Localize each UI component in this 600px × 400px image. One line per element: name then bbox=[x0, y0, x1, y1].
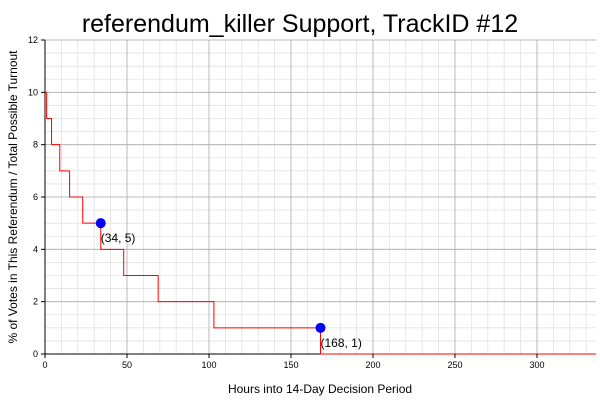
y-tick-label: 10 bbox=[28, 87, 38, 97]
x-tick-label: 300 bbox=[529, 360, 544, 370]
axis-ticks: 0 50 100 150 200 250 300 0 2 4 6 8 10 12 bbox=[28, 35, 544, 370]
y-tick-label: 2 bbox=[33, 297, 38, 307]
y-tick-label: 4 bbox=[33, 244, 38, 254]
x-tick-label: 150 bbox=[283, 360, 298, 370]
annotation-label: (34, 5) bbox=[101, 231, 136, 245]
y-tick-label: 0 bbox=[33, 349, 38, 359]
y-tick-label: 6 bbox=[33, 192, 38, 202]
x-tick-label: 50 bbox=[122, 360, 132, 370]
y-tick-label: 12 bbox=[28, 35, 38, 45]
annotation-marker bbox=[315, 322, 326, 333]
x-tick-label: 0 bbox=[42, 360, 47, 370]
x-tick-label: 100 bbox=[201, 360, 216, 370]
x-axis-label: Hours into 14-Day Decision Period bbox=[228, 382, 412, 396]
annotation-marker bbox=[95, 218, 106, 229]
chart-title: referendum_killer Support, TrackID #12 bbox=[82, 10, 518, 38]
y-tick-label: 8 bbox=[33, 140, 38, 150]
x-tick-label: 250 bbox=[447, 360, 462, 370]
series-line bbox=[45, 91, 596, 355]
annotations: (34, 5) (168, 1) bbox=[95, 218, 362, 350]
major-gridlines bbox=[44, 39, 596, 355]
annotation-label: (168, 1) bbox=[321, 336, 362, 350]
x-tick-label: 200 bbox=[365, 360, 380, 370]
y-axis-label: % of Votes in This Referendum / Total Po… bbox=[6, 50, 20, 344]
